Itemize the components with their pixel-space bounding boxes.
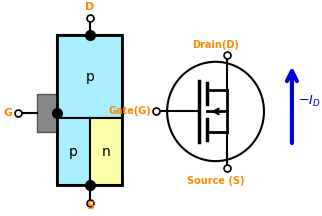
Text: $-I_D$: $-I_D$: [298, 94, 320, 110]
Text: p: p: [69, 145, 78, 159]
Text: n: n: [102, 145, 110, 159]
Text: Drain(D): Drain(D): [192, 40, 239, 50]
Bar: [57, 35, 122, 118]
Text: D: D: [85, 2, 94, 12]
Text: Gate(G): Gate(G): [109, 106, 151, 116]
Text: S: S: [86, 201, 94, 211]
Text: G: G: [4, 108, 13, 118]
Bar: [37, 94, 57, 132]
Bar: [57, 118, 90, 185]
Bar: [90, 118, 122, 185]
Text: Source (S): Source (S): [187, 176, 244, 186]
Bar: [57, 35, 122, 185]
Text: p: p: [85, 70, 94, 84]
